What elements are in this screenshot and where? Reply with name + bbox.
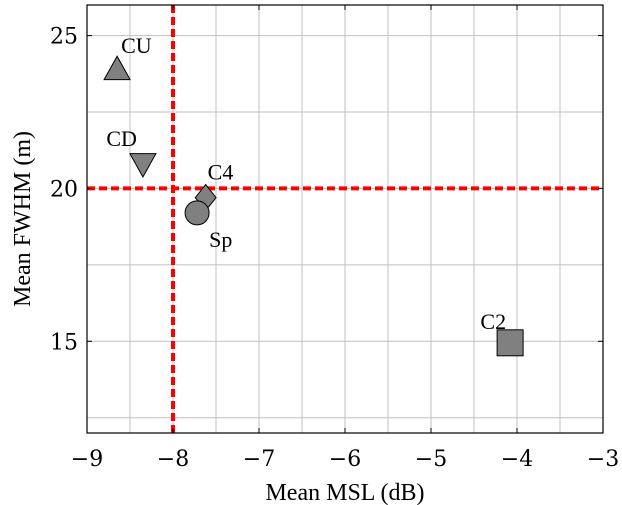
y-tick-label: 20: [50, 177, 78, 202]
x-tick-label: −5: [415, 447, 447, 472]
marker-circle: [184, 200, 210, 226]
y-tick-label: 25: [50, 25, 78, 50]
point-label: C4: [208, 160, 234, 185]
x-tick-label: −8: [157, 447, 189, 472]
point-label: CU: [121, 33, 152, 58]
x-tick-label: −6: [329, 447, 361, 472]
y-tick-label: 15: [50, 330, 78, 355]
x-axis-ticks: −9 −8 −7 −6 −5 −4 −3: [71, 5, 619, 472]
marker-square: [496, 329, 524, 357]
data-points: CU CD C4 Sp C2: [103, 33, 524, 357]
point-label: Sp: [209, 227, 232, 252]
grid: [87, 5, 603, 433]
reference-lines: [87, 5, 603, 433]
x-tick-label: −9: [71, 447, 103, 472]
y-axis-title: Mean FWHM (m): [10, 131, 36, 307]
x-tick-label: −3: [587, 447, 619, 472]
point-label: C2: [480, 309, 506, 334]
marker-triangle-down: [129, 153, 157, 179]
x-tick-label: −7: [243, 447, 275, 472]
marker-triangle-up: [103, 55, 131, 81]
x-tick-label: −4: [501, 447, 533, 472]
x-axis-title: Mean MSL (dB): [265, 480, 424, 505]
point-label: CD: [106, 126, 137, 151]
y-axis-ticks: 15 20 25: [50, 25, 603, 355]
